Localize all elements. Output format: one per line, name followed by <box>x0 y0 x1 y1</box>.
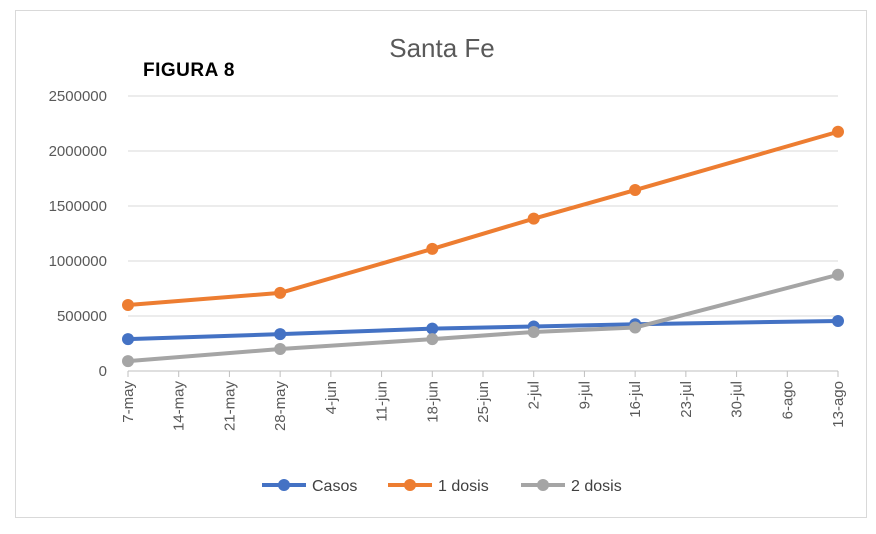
y-tick-label: 1500000 <box>49 198 107 215</box>
x-tick-label: 25-jun <box>475 381 492 423</box>
data-point <box>122 355 134 368</box>
legend-swatch-marker <box>278 479 290 491</box>
legend-label: 1 dosis <box>438 478 489 495</box>
x-tick-label: 23-jul <box>678 381 695 418</box>
x-tick-label: 13-ago <box>830 381 847 428</box>
y-tick-label: 1000000 <box>49 253 107 270</box>
data-point <box>426 242 439 255</box>
figure-label: FIGURA 8 <box>143 60 235 81</box>
data-point <box>426 322 439 335</box>
data-point <box>527 212 540 225</box>
y-tick-label: 2500000 <box>49 88 107 105</box>
x-tick-label: 14-may <box>171 381 188 432</box>
data-point <box>122 333 134 346</box>
data-point <box>527 325 540 338</box>
y-tick-label: 0 <box>99 363 107 380</box>
legend-swatch-marker <box>537 479 549 491</box>
x-tick-label: 16-jul <box>627 381 644 418</box>
x-tick-label: 6-ago <box>779 381 796 419</box>
x-tick-label: 2-jul <box>526 381 543 409</box>
data-point <box>274 286 287 299</box>
series-line <box>126 272 840 364</box>
chart-title: Santa Fe <box>389 33 495 63</box>
chart-frame <box>15 10 867 518</box>
y-tick-label: 2000000 <box>49 143 107 160</box>
data-point <box>274 343 287 355</box>
x-tick-label: 28-may <box>272 381 289 432</box>
x-tick-label: 9-jul <box>576 381 593 409</box>
x-tick-label: 30-jul <box>729 381 746 418</box>
legend-label: 2 dosis <box>571 478 622 495</box>
data-point <box>832 268 844 281</box>
series-line <box>126 318 840 342</box>
data-point <box>629 184 642 197</box>
data-point <box>832 314 844 327</box>
data-point <box>629 321 642 334</box>
x-tick-label: 4-jun <box>323 381 340 414</box>
series-line <box>126 129 840 307</box>
data-point <box>426 333 439 346</box>
data-point <box>122 299 134 311</box>
data-point <box>274 328 287 341</box>
legend-label: Casos <box>312 478 357 495</box>
x-tick-label: 21-may <box>221 381 238 432</box>
x-tick-label: 7-may <box>120 381 137 423</box>
x-tick-label: 18-jun <box>424 381 441 423</box>
x-tick-label: 11-jun <box>374 381 391 422</box>
data-point <box>832 125 844 138</box>
y-tick-label: 500000 <box>57 308 107 325</box>
legend-swatch-marker <box>404 479 416 491</box>
